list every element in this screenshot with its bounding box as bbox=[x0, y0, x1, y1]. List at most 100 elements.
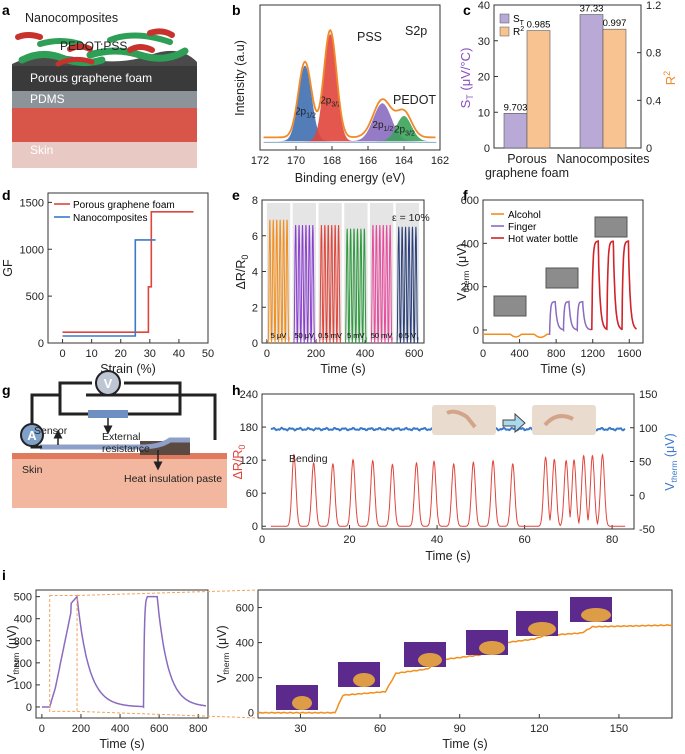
f-series-alcohol bbox=[483, 333, 549, 339]
d-xtick-label: 10 bbox=[86, 348, 98, 360]
g-voltmeter-label: V bbox=[104, 376, 113, 391]
g-label-external: External resistance bbox=[102, 431, 150, 455]
f-xtick-label: 800 bbox=[547, 348, 565, 360]
f-xtick-label: 0 bbox=[480, 348, 486, 360]
annotation-strain: ε = 10% bbox=[392, 212, 430, 224]
i-left-xtick-label: 800 bbox=[189, 723, 207, 735]
i-zoom-line-bottom bbox=[77, 710, 259, 719]
d-legend-label-1: Nanocomposites bbox=[73, 213, 147, 224]
g-ammeter bbox=[20, 423, 44, 447]
e-series-3 bbox=[345, 228, 367, 344]
f-legend-label-2: Hot water bottle bbox=[508, 234, 578, 245]
g-skin-top bbox=[12, 453, 227, 459]
g-voltmeter bbox=[95, 370, 121, 396]
f-photo-alcohol bbox=[493, 295, 527, 317]
e-segment-label-5: 0.5 V bbox=[399, 331, 417, 340]
f-ytick-label: 200 bbox=[461, 282, 479, 294]
h-bend-finger-icon bbox=[543, 414, 574, 427]
b-peak-label-1: 2p3/2 bbox=[320, 96, 341, 109]
layer-pdms bbox=[12, 90, 197, 108]
h-right-ytick-label: 100 bbox=[639, 423, 657, 435]
i-left-xtick-label: 0 bbox=[39, 723, 45, 735]
f-ytick-label: 600 bbox=[461, 195, 479, 207]
i-left-xtick-label: 400 bbox=[111, 723, 129, 735]
c-left-ytick-label: 0 bbox=[484, 143, 490, 155]
panel-g: g V A External resistance Sensor Skin Hea… bbox=[2, 370, 227, 508]
c-left-ytick-label: 10 bbox=[478, 107, 490, 119]
g-outer-wire bbox=[30, 393, 217, 440]
b-peak-0 bbox=[269, 65, 431, 142]
h-right-ytick-label: 0 bbox=[639, 490, 645, 502]
h-left-ytick-label: 180 bbox=[240, 422, 258, 434]
i-right-ytick-label: 200 bbox=[236, 673, 254, 685]
c-value-st-0: 9.703 bbox=[504, 102, 528, 113]
c-value-st-1: 37.33 bbox=[580, 4, 604, 15]
g-sensor bbox=[40, 437, 190, 450]
i-right-xtick-label: 30 bbox=[294, 723, 306, 735]
d-ytick-label: 1000 bbox=[20, 244, 44, 256]
i-left-ytick-label: 500 bbox=[14, 592, 32, 604]
i-thermal-hotspot-2 bbox=[418, 653, 442, 667]
xlabel-b: Binding energy (eV) bbox=[295, 171, 405, 185]
axes-frame-d bbox=[47, 192, 209, 344]
h-right-ytick-label: 50 bbox=[639, 457, 651, 469]
label-nanocomposites: Nanocomposites bbox=[25, 11, 118, 25]
xlabel-e: Time (s) bbox=[320, 362, 365, 376]
i-left-xtick-label: 200 bbox=[72, 723, 90, 735]
h-left-ytick-label: 0 bbox=[252, 521, 258, 533]
f-photo-finger bbox=[545, 267, 579, 289]
axes-frame-b bbox=[259, 4, 441, 151]
g-label-skin: Skin bbox=[22, 464, 43, 476]
xlabel-h: Time (s) bbox=[425, 549, 470, 563]
h-photo-bend bbox=[532, 405, 596, 435]
h-xtick-label: 20 bbox=[343, 534, 355, 546]
c-category-0a: Porous bbox=[507, 152, 547, 166]
f-ytick-label: 0 bbox=[473, 325, 479, 337]
f-ytick-label: 400 bbox=[461, 238, 479, 250]
xlabel-i-left: Time (s) bbox=[99, 737, 144, 751]
e-xtick-label: 0 bbox=[264, 348, 270, 360]
panel-a: a Nanocomposites PEDOT:PSS Porous graphe… bbox=[2, 2, 197, 168]
xlabel-i-right: Time (s) bbox=[442, 737, 487, 751]
layer-foam bbox=[12, 64, 197, 91]
annotation-pss: PSS bbox=[357, 30, 382, 44]
d-ytick-label: 0 bbox=[38, 338, 44, 350]
b-xtick-label: 170 bbox=[287, 155, 305, 167]
panel-f: f 0 400 800 1200 1600 0 200 400 600 AlcoholFinger… bbox=[455, 187, 644, 376]
annotation-pedot: PEDOT bbox=[393, 93, 436, 107]
h-right-ytick-label: -50 bbox=[639, 524, 655, 536]
e-segment-label-2: 0.5 mV bbox=[318, 331, 342, 340]
c-left-ytick-label: 20 bbox=[478, 72, 490, 84]
h-left-ytick-label: 60 bbox=[246, 488, 258, 500]
h-arrow-icon bbox=[502, 412, 526, 434]
d-legend-label-0: Porous graphene foam bbox=[73, 200, 175, 211]
f-series-hotwater bbox=[590, 239, 637, 331]
panel-label-h: h bbox=[232, 382, 241, 398]
i-thermal-hotspot-4 bbox=[528, 622, 556, 636]
panel-label-a: a bbox=[2, 2, 10, 18]
i-right-xtick-label: 60 bbox=[374, 723, 386, 735]
ylabel-right-c: R2 bbox=[662, 71, 678, 85]
i-zoom-box bbox=[49, 595, 78, 712]
g-resistor-wire bbox=[58, 395, 182, 416]
c-category-1: Nanocomposites bbox=[556, 152, 649, 166]
c-left-ytick-label: 30 bbox=[478, 36, 490, 48]
ylabel-i-right: Vtherm (μV) bbox=[215, 625, 231, 682]
h-xtick-label: 80 bbox=[606, 534, 618, 546]
h-xtick-label: 40 bbox=[431, 534, 443, 546]
i-plot: 0 200 400 600 800 0 100 200 300 400 500 30 60 90 120 15… bbox=[14, 589, 673, 735]
b-peak-label-0: 2p1/2 bbox=[295, 107, 316, 120]
h-finger-icon bbox=[446, 409, 477, 429]
b-envelope bbox=[263, 28, 436, 139]
panel-c: c 0 10 20 30 40 0 0.4 0.8 1.2 9.703 0.985 37.33 0.99… bbox=[458, 0, 678, 180]
ylabel-right-h: Vtherm (μV) bbox=[663, 433, 679, 490]
g-label-sensor: Sensor bbox=[34, 425, 68, 437]
panel-label-c: c bbox=[463, 2, 471, 18]
e-ytick-label: 6 bbox=[252, 231, 258, 243]
c-bar-r2-1 bbox=[602, 28, 627, 149]
f-xtick-label: 1200 bbox=[580, 348, 604, 360]
h-right-ytick-label: 150 bbox=[639, 389, 657, 401]
